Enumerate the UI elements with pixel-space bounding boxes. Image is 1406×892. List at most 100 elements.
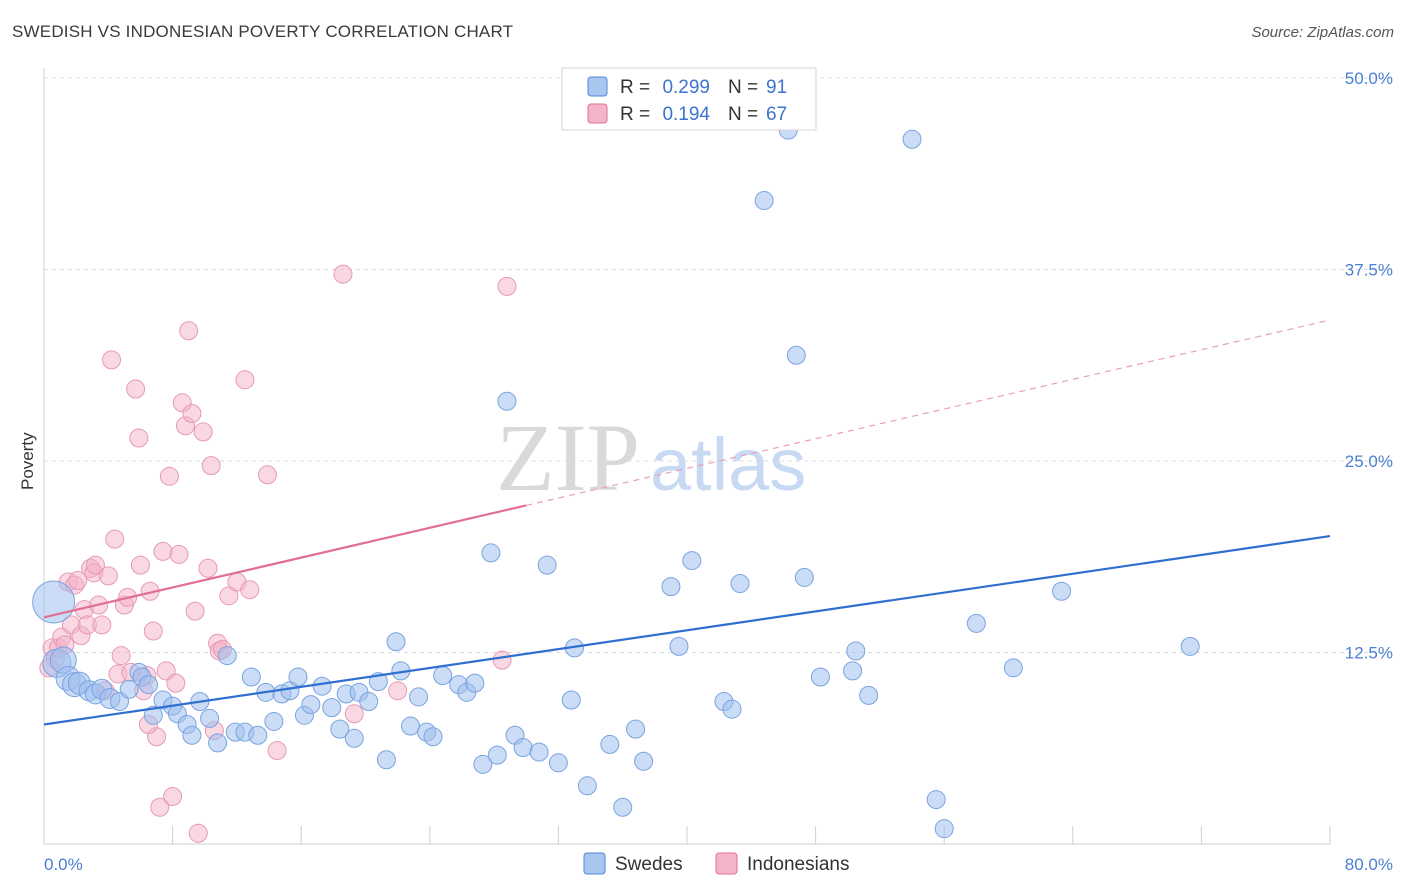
- grid-lines: [44, 77, 1392, 653]
- legend-stats: R = 0.299 N = 91 R = 0.194 N = 67: [561, 67, 817, 131]
- indonesians-point: [492, 650, 512, 670]
- series-indonesians: [39, 264, 517, 843]
- legend-n-value: 67: [766, 104, 787, 125]
- watermark-atlas: atlas: [650, 423, 806, 506]
- swedes-point: [322, 698, 342, 718]
- legend-bottom-swatch: [583, 852, 606, 875]
- swedes-point: [634, 751, 654, 771]
- indonesians-point: [201, 456, 221, 476]
- indonesians-point: [333, 264, 353, 284]
- swedes-point: [481, 543, 501, 563]
- indonesians-point: [388, 681, 408, 701]
- legend-n-label: N =: [728, 104, 758, 125]
- swedes-point: [661, 577, 681, 597]
- swedes-point: [613, 797, 633, 817]
- swedes-point: [600, 734, 620, 754]
- indonesians-point: [198, 558, 218, 578]
- indonesians-point: [143, 621, 163, 641]
- indonesians-point: [68, 570, 88, 590]
- legend-r-value: 0.299: [662, 77, 710, 98]
- swedes-point: [359, 692, 379, 712]
- series-swedes: [32, 76, 1200, 839]
- swedes-point: [730, 574, 750, 594]
- watermark: ZIP atlas: [496, 404, 806, 511]
- indonesians-point: [150, 797, 170, 817]
- y-tick-label: 50.0%: [1345, 69, 1393, 88]
- watermark-zip: ZIP: [496, 404, 640, 511]
- indonesians-point: [179, 321, 199, 341]
- swedes-point: [433, 665, 453, 685]
- swedes-point: [423, 727, 443, 747]
- swedes-point: [1003, 658, 1023, 678]
- y-tick-label: 12.5%: [1345, 644, 1393, 663]
- indonesians-trend-line: [43, 504, 527, 619]
- swedes-point: [301, 695, 321, 715]
- legend-bottom-label: Indonesians: [747, 854, 849, 875]
- swedes-point: [934, 819, 954, 839]
- legend-n-value: 91: [766, 77, 787, 98]
- legend-bottom-swatch: [715, 852, 738, 875]
- legend-swatch: [587, 103, 608, 124]
- legend-series: Swedes Indonesians: [583, 852, 849, 875]
- swedes-point: [794, 567, 814, 587]
- indonesians-point: [129, 428, 149, 448]
- indonesians-point: [102, 350, 122, 370]
- swedes-point: [264, 711, 284, 731]
- swedes-point: [529, 742, 549, 762]
- x-tick-labels: 0.0% 80.0%: [44, 855, 1393, 874]
- indonesians-point: [497, 276, 517, 296]
- swedes-point: [513, 737, 533, 757]
- swedes-point: [208, 733, 228, 753]
- swedes-point: [1180, 636, 1200, 656]
- swedes-point: [902, 129, 922, 149]
- indonesians-point: [344, 704, 364, 724]
- swedes-point: [561, 690, 581, 710]
- swedes-point: [473, 754, 493, 774]
- indonesians-point: [188, 823, 208, 843]
- swedes-point: [119, 679, 139, 699]
- trend-lines: [43, 319, 1331, 726]
- swedes-point: [217, 646, 237, 666]
- swedes-point: [200, 708, 220, 728]
- swedes-point: [926, 790, 946, 810]
- swedes-point: [143, 705, 163, 725]
- swedes-trend-line: [43, 534, 1331, 726]
- swedes-point: [669, 636, 689, 656]
- swedes-point: [330, 719, 350, 739]
- swedes-point: [401, 716, 421, 736]
- swedes-point: [138, 675, 158, 695]
- swedes-point: [682, 551, 702, 571]
- swedes-point: [344, 728, 364, 748]
- axes: [43, 68, 1331, 845]
- legend-r-value: 0.194: [662, 104, 710, 125]
- indonesians-point: [85, 555, 105, 575]
- indonesians-point: [163, 787, 183, 807]
- indonesians-point: [166, 673, 186, 693]
- swedes-point: [548, 753, 568, 773]
- indonesians-point: [111, 646, 131, 666]
- indonesians-point: [193, 422, 213, 442]
- indonesians-point: [267, 741, 287, 761]
- swedes-point: [859, 685, 879, 705]
- indonesians-point: [185, 601, 205, 621]
- indonesians-point: [235, 370, 255, 390]
- swedes-point: [376, 750, 396, 770]
- y-axis-label: Poverty: [18, 432, 37, 490]
- swedes-point: [966, 613, 986, 633]
- swedes-point: [722, 699, 742, 719]
- indonesians-point: [153, 541, 173, 561]
- legend-n-label: N =: [728, 77, 758, 98]
- swedes-point: [754, 191, 774, 211]
- legend-r-label: R =: [620, 77, 650, 98]
- swedes-point: [182, 725, 202, 745]
- y-tick-label: 25.0%: [1345, 452, 1393, 471]
- swedes-point: [487, 745, 507, 765]
- chart-title: SWEDISH VS INDONESIAN POVERTY CORRELATIO…: [12, 22, 514, 41]
- swedes-point: [409, 687, 429, 707]
- legend-bottom-label: Swedes: [615, 854, 683, 875]
- swedes-point: [497, 391, 517, 411]
- indonesians-point: [92, 615, 112, 635]
- swedes-point: [248, 725, 268, 745]
- swedes-point: [577, 776, 597, 796]
- x-tick-label-min: 0.0%: [44, 855, 83, 874]
